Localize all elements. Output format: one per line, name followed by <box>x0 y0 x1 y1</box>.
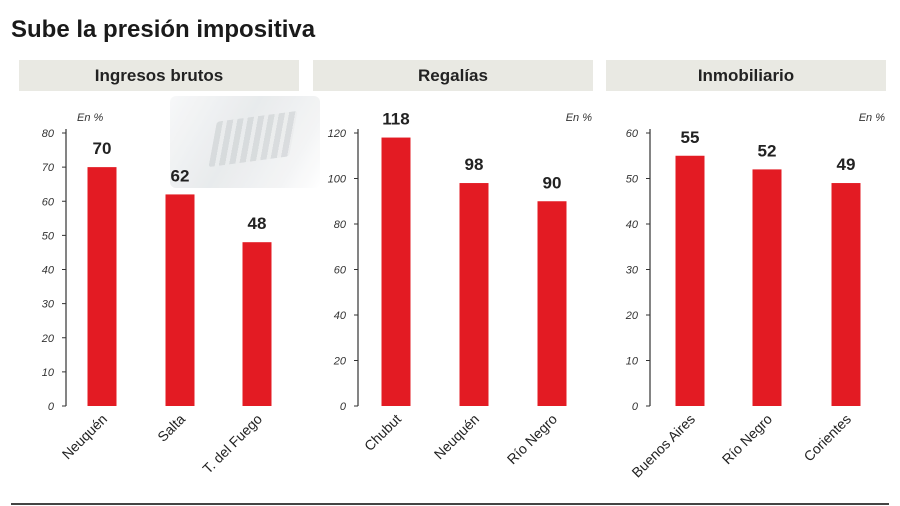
y-tick-label: 30 <box>626 265 639 277</box>
y-tick-label: 30 <box>42 299 55 311</box>
bar <box>831 183 861 406</box>
y-tick-label: 10 <box>42 367 55 379</box>
unit-label: En % <box>859 112 886 124</box>
data-label: 55 <box>681 128 700 147</box>
data-label: 52 <box>758 141 777 160</box>
y-tick-label: 20 <box>41 333 55 345</box>
y-tick-label: 60 <box>626 128 639 140</box>
bar <box>459 183 489 406</box>
panel-header-regalias: Regalías <box>313 60 593 91</box>
y-tick-label: 20 <box>625 310 639 322</box>
y-tick-label: 60 <box>42 196 55 208</box>
data-label: 62 <box>171 166 190 185</box>
bar <box>752 169 782 406</box>
category-label: Neuquén <box>431 411 482 462</box>
panel-header-inmobiliario: Inmobiliario <box>606 60 886 91</box>
y-tick-label: 120 <box>328 128 347 140</box>
y-tick-label: 0 <box>632 401 639 413</box>
bottom-divider <box>11 503 889 505</box>
data-label: 98 <box>465 155 484 174</box>
data-label: 90 <box>543 173 562 192</box>
y-tick-label: 0 <box>48 401 55 413</box>
unit-label: En % <box>77 112 104 124</box>
y-tick-label: 50 <box>626 174 639 186</box>
category-label: Río Negro <box>719 411 776 468</box>
y-tick-label: 70 <box>42 162 55 174</box>
bar <box>537 201 567 406</box>
page-title: Sube la presión impositiva <box>11 16 316 43</box>
y-tick-label: 0 <box>340 401 347 413</box>
data-label: 70 <box>93 139 112 158</box>
bar <box>675 155 705 406</box>
y-tick-label: 80 <box>42 128 55 140</box>
y-tick-label: 40 <box>42 265 55 277</box>
y-tick-label: 40 <box>626 219 639 231</box>
bar <box>381 137 411 407</box>
calculator-photo <box>170 96 320 188</box>
y-tick-label: 10 <box>626 356 639 368</box>
y-tick-label: 80 <box>334 219 347 231</box>
category-label: Chubut <box>361 411 404 454</box>
bar <box>87 167 117 406</box>
category-label: Neuquén <box>59 411 110 462</box>
bar <box>165 194 195 406</box>
y-tick-label: 40 <box>334 310 347 322</box>
category-label: Buenos Aires <box>628 411 698 481</box>
y-tick-label: 60 <box>334 265 347 277</box>
bar <box>242 242 272 406</box>
panel-header-ingresos-brutos: Ingresos brutos <box>19 60 299 91</box>
category-label: Río Negro <box>504 411 561 468</box>
category-label: T. del Fuego <box>199 411 265 477</box>
unit-label: En % <box>566 112 593 124</box>
category-label: Corientes <box>800 411 854 465</box>
data-label: 49 <box>837 155 856 174</box>
data-label: 118 <box>382 110 409 129</box>
y-tick-label: 50 <box>42 230 55 242</box>
y-tick-label: 100 <box>328 174 347 186</box>
category-label: Salta <box>154 411 188 445</box>
data-label: 48 <box>248 214 267 233</box>
y-tick-label: 20 <box>333 356 347 368</box>
